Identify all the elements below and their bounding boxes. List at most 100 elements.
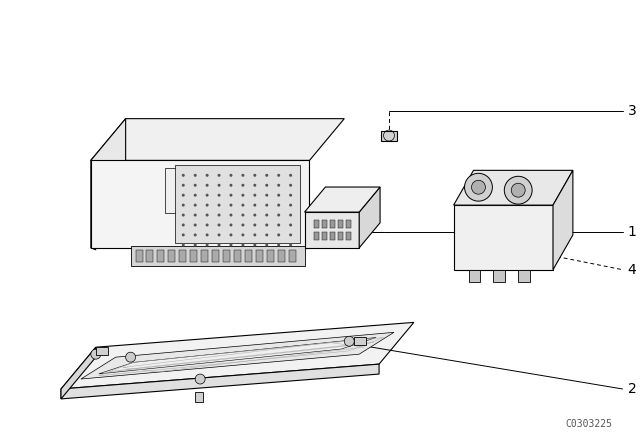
Circle shape (205, 204, 209, 207)
Circle shape (265, 233, 268, 237)
Polygon shape (245, 250, 252, 262)
Polygon shape (330, 232, 335, 240)
Circle shape (241, 233, 244, 237)
Polygon shape (518, 270, 530, 282)
Polygon shape (190, 250, 197, 262)
Polygon shape (175, 165, 300, 243)
Circle shape (504, 177, 532, 204)
Circle shape (241, 204, 244, 207)
Polygon shape (278, 250, 285, 262)
Circle shape (253, 204, 257, 207)
Circle shape (194, 243, 196, 246)
Circle shape (218, 174, 221, 177)
Circle shape (205, 174, 209, 177)
Circle shape (277, 243, 280, 246)
Circle shape (125, 352, 136, 362)
Circle shape (253, 243, 257, 246)
Circle shape (205, 224, 209, 227)
Circle shape (230, 233, 232, 237)
Text: 4: 4 (628, 263, 636, 277)
Text: 1: 1 (628, 225, 636, 239)
Polygon shape (234, 250, 241, 262)
Circle shape (277, 184, 280, 187)
Polygon shape (212, 250, 219, 262)
Polygon shape (256, 250, 263, 262)
Circle shape (230, 194, 232, 197)
Polygon shape (61, 347, 96, 399)
Polygon shape (61, 323, 414, 389)
Circle shape (194, 214, 196, 216)
Polygon shape (81, 332, 394, 379)
Polygon shape (157, 250, 164, 262)
Circle shape (182, 243, 185, 246)
Circle shape (230, 243, 232, 246)
Circle shape (182, 184, 185, 187)
Circle shape (253, 224, 257, 227)
Polygon shape (314, 232, 319, 240)
Circle shape (289, 214, 292, 216)
Polygon shape (201, 250, 208, 262)
Circle shape (194, 174, 196, 177)
Polygon shape (314, 220, 319, 228)
Polygon shape (468, 270, 481, 282)
Polygon shape (553, 170, 573, 270)
Circle shape (230, 204, 232, 207)
Polygon shape (330, 220, 335, 228)
Circle shape (182, 174, 185, 177)
Circle shape (230, 214, 232, 216)
Polygon shape (381, 130, 397, 141)
Polygon shape (493, 270, 506, 282)
Circle shape (253, 184, 257, 187)
Circle shape (511, 183, 525, 197)
Text: 3: 3 (628, 103, 636, 118)
Circle shape (265, 184, 268, 187)
Polygon shape (136, 250, 143, 262)
Polygon shape (323, 232, 328, 240)
Circle shape (241, 224, 244, 227)
Polygon shape (165, 168, 294, 213)
Circle shape (194, 204, 196, 207)
Polygon shape (339, 220, 343, 228)
Polygon shape (223, 250, 230, 262)
Circle shape (241, 243, 244, 246)
Polygon shape (354, 337, 366, 345)
Circle shape (253, 174, 257, 177)
Circle shape (182, 233, 185, 237)
Polygon shape (346, 232, 351, 240)
Circle shape (241, 214, 244, 216)
Polygon shape (99, 337, 376, 374)
Circle shape (265, 243, 268, 246)
Circle shape (182, 204, 185, 207)
Circle shape (241, 174, 244, 177)
Polygon shape (305, 187, 380, 212)
Circle shape (265, 204, 268, 207)
Circle shape (241, 184, 244, 187)
Circle shape (205, 214, 209, 216)
Polygon shape (91, 160, 310, 248)
Polygon shape (195, 392, 203, 402)
Circle shape (230, 184, 232, 187)
Polygon shape (305, 212, 359, 248)
Circle shape (194, 194, 196, 197)
Polygon shape (346, 220, 351, 228)
Polygon shape (61, 364, 379, 399)
Polygon shape (454, 170, 573, 205)
Circle shape (218, 233, 221, 237)
Circle shape (91, 349, 100, 359)
Circle shape (289, 184, 292, 187)
Polygon shape (91, 119, 344, 160)
Circle shape (205, 184, 209, 187)
Circle shape (241, 194, 244, 197)
Polygon shape (147, 250, 154, 262)
Circle shape (182, 224, 185, 227)
Polygon shape (168, 250, 175, 262)
Circle shape (182, 194, 185, 197)
Circle shape (195, 374, 205, 384)
Circle shape (218, 194, 221, 197)
Circle shape (277, 224, 280, 227)
Circle shape (218, 224, 221, 227)
Circle shape (205, 243, 209, 246)
Polygon shape (267, 250, 274, 262)
Circle shape (205, 194, 209, 197)
Polygon shape (131, 246, 305, 266)
